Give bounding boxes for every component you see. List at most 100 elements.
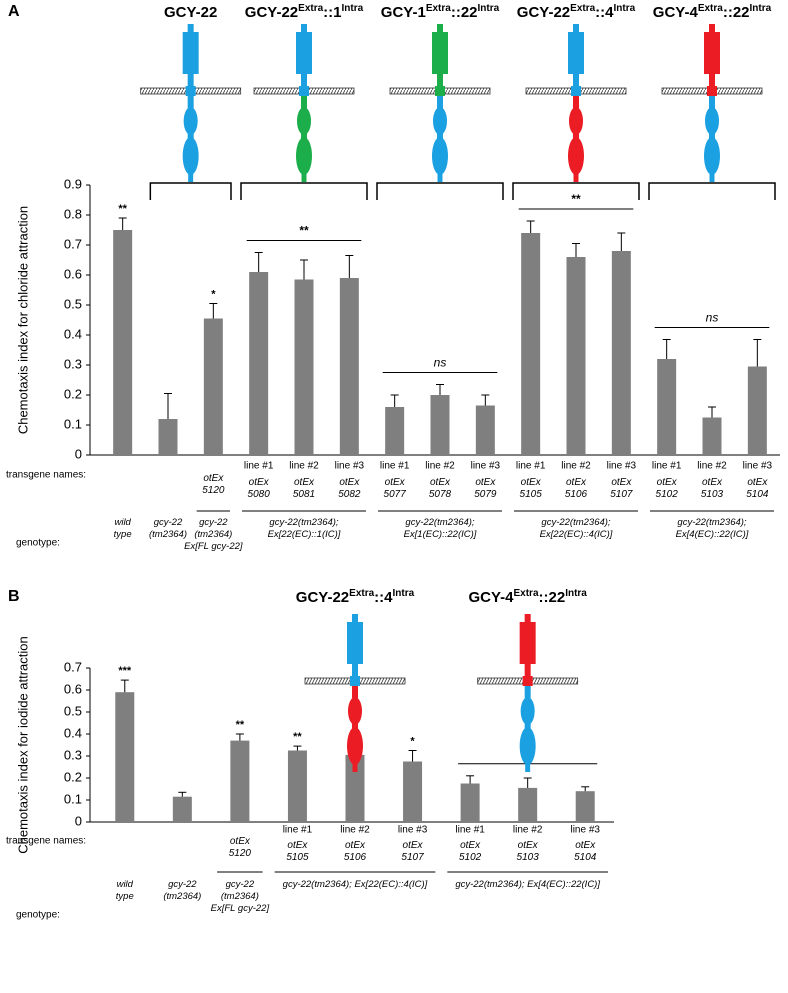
- tm-block: [571, 86, 581, 96]
- intra-stem: [573, 96, 579, 108]
- tm-block: [185, 86, 196, 96]
- bracket: [648, 182, 776, 200]
- bar: [249, 272, 269, 455]
- intra-waist: [573, 132, 579, 140]
- transgene-label: otEx 5105: [286, 840, 309, 863]
- line-label: line #2: [425, 461, 455, 472]
- extra-stem: [573, 24, 579, 33]
- line-label: line #3: [607, 461, 637, 472]
- bracket: [376, 182, 504, 200]
- protein-diagram: [477, 614, 579, 772]
- bar: [339, 278, 359, 455]
- bar: [172, 796, 192, 822]
- intra-tail: [709, 172, 715, 182]
- diagram-title: GCY-4Extra::22Intra: [468, 588, 587, 606]
- transgene-label: otEx 5103: [516, 840, 539, 863]
- intra-tail: [188, 172, 194, 182]
- bar: [115, 692, 135, 822]
- bar: [385, 407, 405, 455]
- bar: [521, 233, 541, 455]
- genotype-label: gcy-22(tm2364); Ex[1(EC)::22(IC)]: [403, 517, 477, 540]
- y-tick-label: 0.6: [64, 266, 82, 281]
- bar: [203, 318, 223, 455]
- protein-diagram: [389, 24, 491, 182]
- intra-kinase: [569, 107, 583, 135]
- y-tick-label: 0.2: [64, 769, 82, 784]
- bar: [113, 230, 133, 455]
- diagram-title: GCY-22: [164, 4, 217, 21]
- y-axis-label: Chemotaxis index for chloride attraction: [15, 206, 30, 434]
- line-label: line #3: [570, 825, 600, 836]
- significance-label: *: [410, 735, 415, 747]
- genotype-label: gcy-22 (tm2364) Ex[FL gcy-22]: [210, 879, 270, 914]
- bar: [287, 750, 307, 822]
- intra-cyclase: [519, 727, 536, 765]
- y-tick-label: 0.4: [64, 326, 82, 341]
- line-label: line #3: [335, 461, 365, 472]
- line-label: line #2: [340, 825, 370, 836]
- genotype-label: gcy-22 (tm2364): [148, 517, 187, 540]
- intra-kinase: [705, 107, 719, 135]
- extra-stem: [709, 24, 715, 33]
- genotype-label: gcy-22(tm2364); Ex[22(EC)::4(IC)]: [282, 879, 428, 890]
- bar: [430, 395, 450, 455]
- title-superscript: Intra: [565, 588, 587, 599]
- intra-kinase: [297, 107, 311, 135]
- extra-domain: [182, 32, 199, 74]
- y-tick-label: 0.1: [64, 416, 82, 431]
- title-part: GCY-22: [245, 4, 298, 21]
- y-tick-label: 0.4: [64, 725, 82, 740]
- bar: [475, 405, 495, 455]
- extra-stem: [524, 614, 531, 623]
- diagram-title: GCY-1Extra::22Intra: [381, 3, 500, 21]
- intra-stem: [187, 96, 194, 108]
- genotype-label: wild type: [113, 517, 132, 540]
- intra-tail: [437, 172, 443, 182]
- title-part: GCY-22: [296, 589, 349, 606]
- genotype-label: wild type: [115, 879, 134, 902]
- panel-letter: A: [8, 3, 20, 20]
- transgene-label: otEx 5120: [228, 836, 251, 859]
- intra-cyclase: [296, 137, 312, 175]
- y-tick-label: 0.5: [64, 296, 82, 311]
- extra-neck: [524, 663, 531, 679]
- significance-label: **: [236, 719, 245, 731]
- bar: [611, 251, 631, 455]
- bar: [230, 740, 250, 822]
- intra-tail: [525, 762, 531, 772]
- intra-stem: [437, 96, 443, 108]
- title-part: GCY-1: [381, 4, 426, 21]
- title-superscript: Intra: [750, 3, 772, 14]
- title-part: GCY-4: [653, 4, 699, 21]
- diagram-title: GCY-22Extra::1Intra: [245, 3, 364, 21]
- title-superscript: Extra: [513, 588, 538, 599]
- title-part: ::22: [539, 589, 566, 606]
- title-superscript: Intra: [393, 588, 415, 599]
- title-superscript: Intra: [342, 3, 364, 14]
- genotype-label: gcy-22(tm2364); Ex[4(EC)::22(IC)]: [675, 517, 749, 540]
- row-label: transgene names:: [6, 836, 86, 847]
- extra-stem: [187, 24, 194, 33]
- protein-diagram: [253, 24, 355, 182]
- bar: [747, 366, 767, 455]
- intra-cyclase: [182, 137, 199, 175]
- intra-stem: [524, 686, 531, 698]
- intra-kinase: [520, 697, 535, 725]
- extra-domain: [347, 622, 363, 664]
- y-tick-label: 0.6: [64, 681, 82, 696]
- line-label: line #1: [652, 461, 682, 472]
- intra-waist: [352, 722, 358, 730]
- intra-tail: [301, 172, 307, 182]
- extra-domain: [704, 32, 720, 74]
- line-label: line #3: [398, 825, 428, 836]
- y-tick-label: 0.8: [64, 206, 82, 221]
- tm-block: [707, 86, 717, 96]
- intra-waist: [187, 132, 194, 140]
- intra-waist: [709, 132, 715, 140]
- tm-block: [299, 86, 309, 96]
- extra-neck: [437, 73, 443, 89]
- y-tick-label: 0.3: [64, 747, 82, 762]
- protein-diagram: [304, 614, 406, 772]
- y-tick-label: 0.7: [64, 659, 82, 674]
